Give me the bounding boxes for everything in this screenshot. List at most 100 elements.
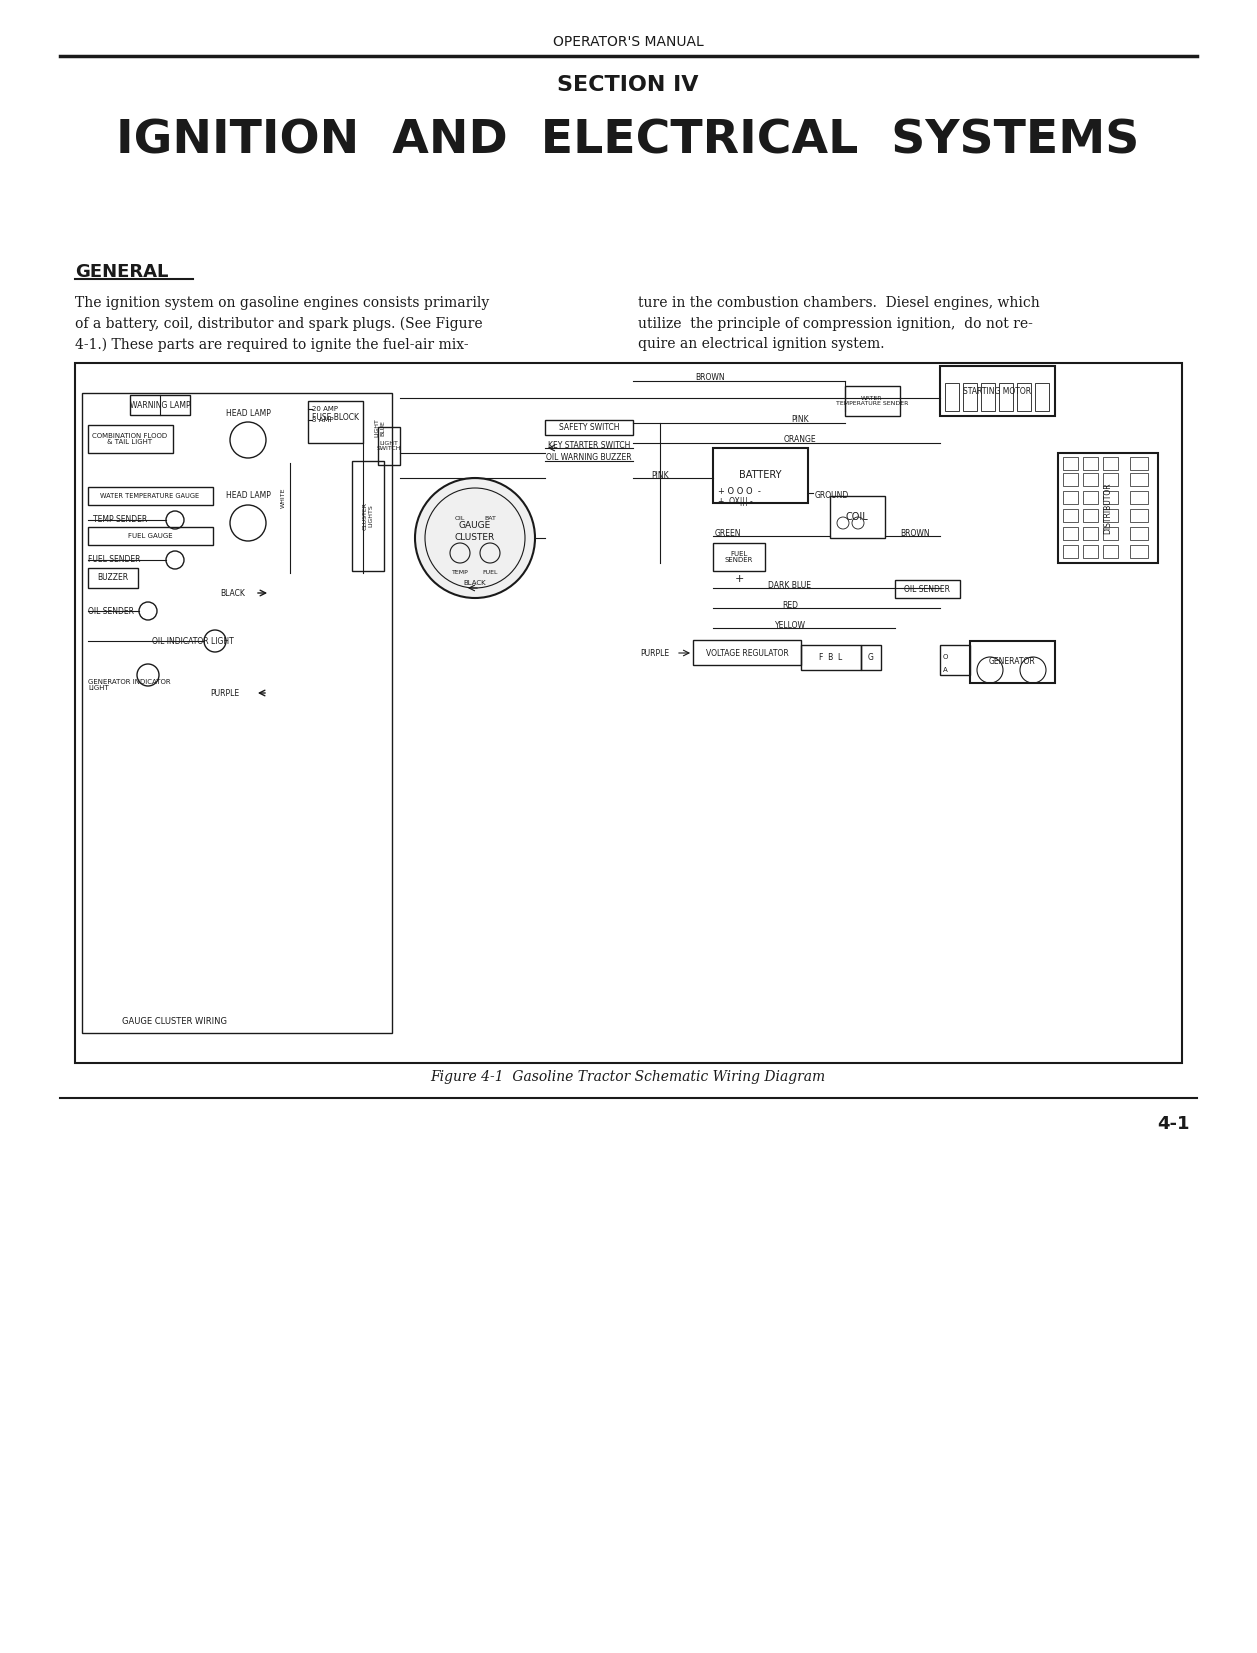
Bar [1130, 456, 1148, 469]
Text: BATTERY: BATTERY [739, 469, 782, 479]
Text: ORANGE: ORANGE [783, 435, 816, 445]
Text: TEMP SENDER: TEMP SENDER [93, 516, 147, 524]
Bar [1102, 456, 1117, 469]
Bar [1058, 453, 1158, 564]
Bar [1035, 383, 1050, 412]
Bar [82, 393, 392, 1033]
Text: SAFETY SWITCH: SAFETY SWITCH [559, 423, 620, 433]
Text: 3 AMP: 3 AMP [312, 417, 333, 423]
Bar [693, 640, 801, 665]
Text: RED: RED [782, 600, 798, 610]
Bar [830, 496, 885, 537]
Bar [980, 383, 996, 412]
Text: HEAD LAMP: HEAD LAMP [225, 491, 270, 501]
Bar [1063, 527, 1079, 541]
Text: OPERATOR'S MANUAL: OPERATOR'S MANUAL [553, 35, 704, 50]
Text: WARNING LAMP: WARNING LAMP [129, 400, 190, 410]
Text: GREEN: GREEN [715, 529, 742, 537]
Bar [801, 645, 861, 669]
Bar [1102, 509, 1117, 522]
Text: WATER
TEMPERATURE SENDER: WATER TEMPERATURE SENDER [836, 395, 909, 407]
Bar [129, 395, 190, 415]
Bar [352, 461, 383, 570]
Text: 20 AMP: 20 AMP [312, 407, 338, 412]
Bar [940, 365, 1055, 417]
Bar [1063, 456, 1079, 469]
Text: PINK: PINK [651, 471, 669, 479]
Text: OIL: OIL [455, 516, 465, 521]
Text: KEY STARTER SWITCH: KEY STARTER SWITCH [548, 440, 630, 450]
Bar [1017, 383, 1031, 412]
Bar [1130, 527, 1148, 541]
Bar [1102, 545, 1117, 559]
Bar [1084, 473, 1099, 486]
Bar [940, 645, 970, 674]
Text: GENERATOR: GENERATOR [988, 658, 1036, 666]
Bar [378, 426, 400, 464]
Bar [970, 641, 1055, 683]
Text: OIL INDICATOR LIGHT: OIL INDICATOR LIGHT [152, 636, 234, 646]
Bar [1084, 509, 1099, 522]
Bar [1063, 473, 1079, 486]
Text: SECTION IV: SECTION IV [557, 74, 699, 94]
Text: ture in the combustion chambers.  Diesel engines, which
utilize  the principle o: ture in the combustion chambers. Diesel … [639, 296, 1040, 350]
Bar [1102, 527, 1117, 541]
Bar [845, 387, 900, 417]
Bar [1084, 456, 1099, 469]
Bar [1084, 545, 1099, 559]
Bar [945, 383, 959, 412]
Text: HEAD LAMP: HEAD LAMP [225, 408, 270, 418]
Text: +: + [734, 574, 744, 584]
Text: BAT: BAT [484, 516, 497, 521]
Bar [88, 425, 173, 453]
Text: PURPLE: PURPLE [640, 648, 670, 658]
Text: OIL SENDER: OIL SENDER [904, 585, 950, 593]
Text: 4-1: 4-1 [1158, 1116, 1190, 1132]
Text: Figure 4-1  Gasoline Tractor Schematic Wiring Diagram: Figure 4-1 Gasoline Tractor Schematic Wi… [430, 1069, 826, 1084]
Text: YELLOW: YELLOW [774, 620, 806, 630]
Text: TEMP: TEMP [451, 570, 469, 575]
Bar [1084, 527, 1099, 541]
Text: FUEL GAUGE: FUEL GAUGE [128, 532, 172, 539]
Bar [895, 580, 960, 598]
Bar [1063, 545, 1079, 559]
Text: A: A [943, 668, 948, 673]
Bar [88, 527, 212, 545]
Text: BROWN: BROWN [695, 374, 725, 382]
Text: GAUGE CLUSTER WIRING: GAUGE CLUSTER WIRING [122, 1017, 228, 1025]
Text: STARTING MOTOR: STARTING MOTOR [963, 387, 1031, 395]
Text: PINK: PINK [791, 415, 808, 425]
Text: DARK BLUE: DARK BLUE [768, 580, 812, 590]
Text: IGNITION  AND  ELECTRICAL  SYSTEMS: IGNITION AND ELECTRICAL SYSTEMS [117, 117, 1140, 164]
Bar [999, 383, 1013, 412]
Text: CLUSTER
LIGHTS: CLUSTER LIGHTS [362, 503, 373, 531]
Bar [1130, 509, 1148, 522]
Text: O: O [943, 655, 948, 660]
Text: OIL SENDER: OIL SENDER [88, 607, 134, 615]
Text: LIGHT
BLUE: LIGHT BLUE [375, 418, 386, 438]
Text: FUEL
SENDER: FUEL SENDER [725, 550, 753, 564]
Bar [1084, 491, 1099, 504]
Text: DISTRIBUTOR: DISTRIBUTOR [1104, 483, 1112, 534]
Text: BROWN: BROWN [900, 529, 930, 537]
Text: F  B  L: F B L [820, 653, 842, 663]
Bar [861, 645, 881, 669]
Text: GENERATOR INDICATOR
LIGHT: GENERATOR INDICATOR LIGHT [88, 678, 171, 691]
Text: LIGHT
SWITCH: LIGHT SWITCH [377, 441, 401, 451]
Text: WHITE: WHITE [280, 488, 285, 507]
Bar [713, 448, 808, 503]
Circle shape [415, 478, 535, 598]
Bar [713, 542, 766, 570]
Text: CLUSTER: CLUSTER [455, 534, 495, 542]
Bar [1130, 545, 1148, 559]
Text: COMBINATION FLOOD
& TAIL LIGHT: COMBINATION FLOOD & TAIL LIGHT [93, 433, 167, 446]
Bar [75, 364, 1182, 1063]
Text: FUEL SENDER: FUEL SENDER [88, 555, 141, 565]
Text: BLACK: BLACK [220, 588, 245, 597]
Text: GENERAL: GENERAL [75, 263, 168, 281]
Bar [308, 402, 363, 443]
Bar [963, 383, 977, 412]
Text: The ignition system on gasoline engines consists primarily
of a battery, coil, d: The ignition system on gasoline engines … [75, 296, 489, 352]
Text: FUEL: FUEL [483, 570, 498, 575]
Text: GROUND: GROUND [815, 491, 850, 501]
